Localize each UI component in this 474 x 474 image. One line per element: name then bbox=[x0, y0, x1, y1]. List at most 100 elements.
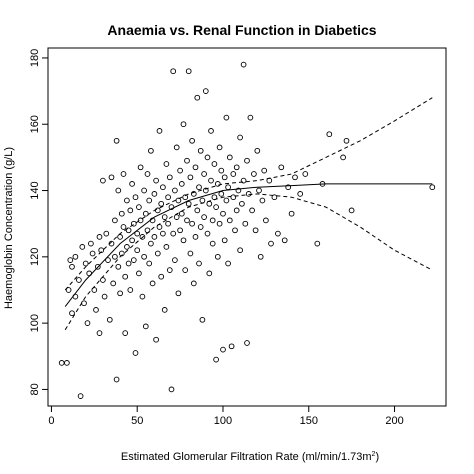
data-point bbox=[142, 323, 149, 330]
data-point bbox=[108, 240, 115, 247]
data-point bbox=[153, 336, 159, 343]
data-point bbox=[84, 320, 91, 326]
data-point bbox=[185, 68, 192, 75]
data-point bbox=[153, 177, 159, 184]
data-point bbox=[190, 191, 197, 197]
data-point bbox=[244, 340, 250, 346]
x-tick-label: 200 bbox=[385, 415, 403, 427]
data-point bbox=[115, 187, 122, 194]
data-point bbox=[161, 307, 168, 313]
data-point bbox=[275, 230, 281, 237]
x-axis-label-superscript: 2 bbox=[372, 451, 376, 458]
data-point bbox=[94, 263, 101, 270]
data-point bbox=[429, 184, 436, 191]
data-point bbox=[206, 200, 213, 207]
data-point bbox=[144, 171, 151, 177]
data-point bbox=[242, 220, 249, 227]
data-point bbox=[146, 197, 153, 204]
data-point bbox=[213, 204, 219, 210]
data-point bbox=[154, 207, 161, 214]
data-point bbox=[340, 154, 346, 161]
data-point bbox=[113, 376, 120, 383]
data-point bbox=[230, 194, 237, 201]
data-point bbox=[166, 174, 173, 181]
data-point bbox=[216, 144, 223, 151]
data-point bbox=[223, 114, 230, 121]
data-point bbox=[127, 207, 134, 214]
data-point bbox=[189, 137, 195, 144]
data-point bbox=[208, 128, 214, 134]
data-point bbox=[96, 234, 103, 240]
data-point bbox=[132, 194, 139, 201]
data-point bbox=[172, 257, 178, 263]
data-point bbox=[204, 154, 211, 161]
data-point bbox=[343, 137, 350, 144]
data-point bbox=[158, 273, 165, 280]
data-point bbox=[124, 197, 130, 204]
data-point bbox=[223, 197, 230, 204]
data-point bbox=[144, 227, 151, 234]
data-point bbox=[149, 217, 156, 224]
data-point bbox=[129, 237, 135, 244]
data-point bbox=[137, 217, 144, 224]
x-tick-label: 0 bbox=[48, 415, 54, 427]
data-point bbox=[173, 144, 180, 151]
data-point bbox=[148, 147, 154, 154]
data-point bbox=[180, 121, 187, 128]
data-point bbox=[263, 217, 269, 224]
data-point bbox=[115, 263, 122, 270]
data-point bbox=[117, 290, 123, 297]
data-point bbox=[204, 230, 211, 237]
data-point bbox=[259, 197, 266, 204]
data-point bbox=[177, 167, 183, 174]
data-point bbox=[211, 161, 218, 167]
data-point bbox=[175, 197, 182, 204]
data-point bbox=[206, 270, 213, 277]
data-point bbox=[197, 147, 204, 154]
data-point bbox=[137, 164, 144, 171]
data-point bbox=[110, 280, 117, 287]
data-point bbox=[319, 181, 326, 187]
data-point bbox=[185, 200, 192, 207]
data-point bbox=[184, 217, 190, 224]
data-point bbox=[124, 244, 130, 250]
data-point bbox=[134, 247, 141, 254]
data-point bbox=[166, 267, 173, 273]
fit-line bbox=[64, 183, 433, 307]
data-point bbox=[218, 167, 225, 174]
ci-upper-series bbox=[64, 97, 433, 291]
data-point bbox=[96, 330, 103, 336]
data-point bbox=[69, 310, 75, 317]
data-point bbox=[182, 194, 189, 201]
data-point bbox=[226, 154, 233, 161]
data-point bbox=[268, 240, 274, 247]
data-point bbox=[302, 171, 309, 177]
data-point bbox=[177, 227, 183, 234]
data-point bbox=[192, 164, 199, 171]
data-point bbox=[208, 177, 214, 184]
data-point bbox=[64, 360, 70, 366]
data-point bbox=[161, 214, 168, 220]
data-point bbox=[214, 253, 221, 260]
data-point bbox=[125, 227, 132, 234]
data-point bbox=[76, 277, 82, 283]
data-point bbox=[182, 267, 189, 273]
data-point bbox=[82, 260, 89, 267]
y-tick-label: 160 bbox=[29, 115, 41, 133]
data-point bbox=[348, 207, 355, 214]
data-point bbox=[178, 181, 185, 187]
data-point bbox=[69, 263, 75, 270]
data-point bbox=[91, 287, 98, 293]
data-point bbox=[196, 260, 202, 267]
data-point bbox=[141, 187, 147, 194]
data-point bbox=[170, 68, 177, 75]
data-point bbox=[136, 270, 142, 277]
data-point bbox=[79, 244, 86, 250]
x-axis: 0 50 100 150 200 bbox=[48, 406, 404, 427]
data-point bbox=[189, 220, 195, 227]
data-point bbox=[149, 280, 156, 287]
data-point bbox=[89, 250, 96, 257]
data-point bbox=[285, 184, 292, 191]
data-point bbox=[292, 174, 298, 181]
data-point bbox=[118, 210, 125, 217]
